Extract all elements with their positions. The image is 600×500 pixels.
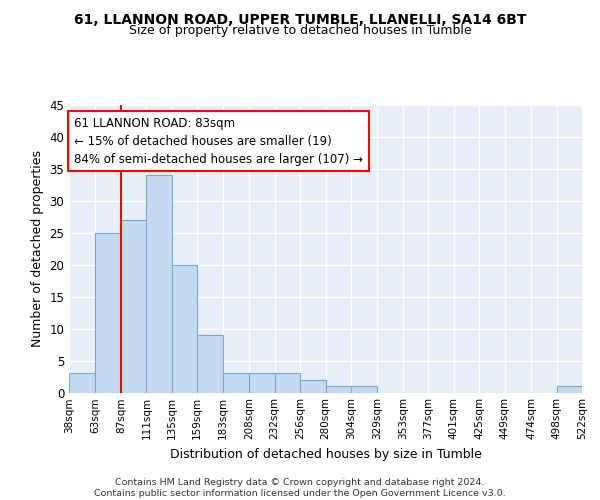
Bar [197,335,223,392]
Bar [275,374,300,392]
Bar [69,374,95,392]
Y-axis label: Number of detached properties: Number of detached properties [31,150,44,348]
Text: 61 LLANNON ROAD: 83sqm
← 15% of detached houses are smaller (19)
84% of semi-det: 61 LLANNON ROAD: 83sqm ← 15% of detached… [74,116,363,166]
Text: Size of property relative to detached houses in Tumble: Size of property relative to detached ho… [128,24,472,37]
Bar [249,374,275,392]
Bar [121,220,146,392]
Bar [325,386,351,392]
Bar [557,386,582,392]
Bar [95,233,121,392]
Text: 61, LLANNON ROAD, UPPER TUMBLE, LLANELLI, SA14 6BT: 61, LLANNON ROAD, UPPER TUMBLE, LLANELLI… [74,12,526,26]
Text: Contains HM Land Registry data © Crown copyright and database right 2024.
Contai: Contains HM Land Registry data © Crown c… [94,478,506,498]
Bar [351,386,377,392]
X-axis label: Distribution of detached houses by size in Tumble: Distribution of detached houses by size … [170,448,481,461]
Bar [146,176,172,392]
Bar [223,374,249,392]
Bar [300,380,325,392]
Bar [172,264,197,392]
